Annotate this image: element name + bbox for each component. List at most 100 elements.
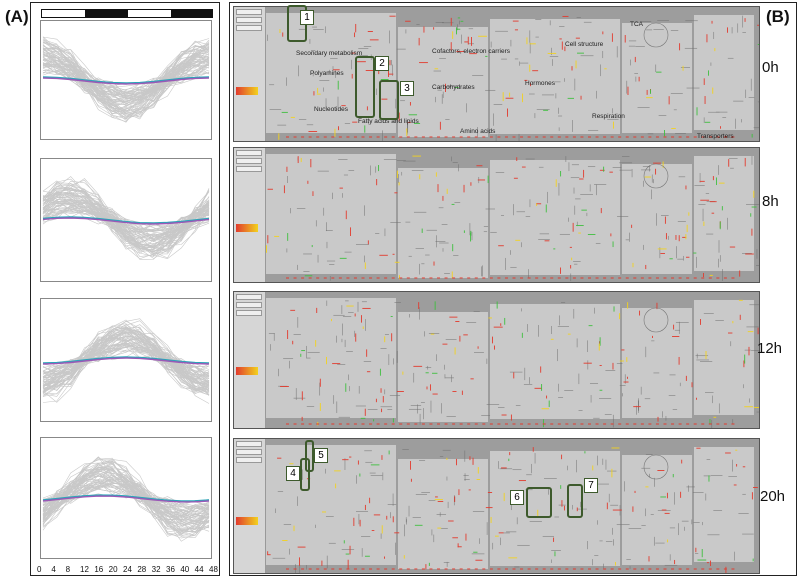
x-tick: 16 bbox=[94, 565, 104, 574]
expression-trace bbox=[42, 325, 210, 396]
time-label-0h: 0h bbox=[762, 59, 779, 76]
expression-trace bbox=[42, 56, 210, 101]
dark-period bbox=[85, 10, 128, 17]
expression-trace bbox=[42, 483, 210, 519]
x-tick: 28 bbox=[137, 565, 147, 574]
label-polyamines: Polyamines bbox=[310, 70, 344, 77]
expression-trace bbox=[42, 205, 210, 236]
pathway-block bbox=[694, 300, 754, 415]
expression-trace bbox=[42, 45, 210, 118]
dark-period bbox=[171, 10, 212, 17]
expression-trace bbox=[42, 481, 210, 516]
label-hormones: Hormones bbox=[525, 80, 555, 87]
pathway-block bbox=[622, 164, 692, 274]
callout-box-3 bbox=[379, 80, 399, 120]
x-tick: 8 bbox=[65, 565, 71, 574]
callout-number-4: 4 bbox=[286, 466, 300, 481]
expression-trace bbox=[42, 343, 210, 379]
x-tick: 24 bbox=[123, 565, 132, 574]
expression-trace bbox=[42, 36, 210, 120]
mean-trace bbox=[42, 494, 210, 502]
pathway-map-0h bbox=[233, 6, 760, 142]
label-carbohydrates: Carbohydrates bbox=[432, 84, 475, 91]
label-amino-acids: Amino acids bbox=[460, 128, 496, 135]
light-period bbox=[128, 10, 171, 17]
pathway-block bbox=[398, 459, 488, 569]
mean-trace bbox=[42, 357, 210, 365]
expression-trace bbox=[42, 191, 210, 248]
pathway-block bbox=[622, 455, 692, 565]
expression-trace bbox=[42, 335, 210, 379]
expression-trace bbox=[42, 194, 210, 252]
callout-number-3: 3 bbox=[400, 81, 414, 96]
expression-trace bbox=[42, 53, 210, 102]
mean-trace bbox=[42, 77, 210, 85]
label-fatty-acids: Fatty acids and lipids bbox=[358, 118, 419, 125]
expression-trace bbox=[42, 43, 210, 116]
expression-trace bbox=[42, 198, 210, 242]
expression-chart-2 bbox=[40, 158, 212, 282]
expression-trace bbox=[42, 48, 210, 115]
pathway-block bbox=[266, 445, 396, 565]
label-cofactors: Cofactors, electron carriers bbox=[432, 48, 511, 55]
panel-b-label: (B) bbox=[766, 7, 790, 26]
callout-number-5: 5 bbox=[314, 448, 328, 463]
expression-trace bbox=[42, 486, 210, 507]
callout-number-7: 7 bbox=[584, 478, 598, 493]
expression-trace bbox=[42, 55, 210, 114]
x-tick: 44 bbox=[194, 565, 204, 574]
pathway-block bbox=[694, 156, 754, 271]
mean-trace bbox=[42, 495, 210, 503]
expression-trace bbox=[42, 52, 210, 101]
expression-trace bbox=[42, 457, 210, 539]
pathway-block bbox=[266, 154, 396, 274]
pathway-block bbox=[622, 308, 692, 418]
x-tick: 36 bbox=[166, 565, 175, 574]
pathway-block bbox=[694, 15, 754, 130]
expression-trace bbox=[42, 460, 210, 532]
expression-trace bbox=[42, 192, 210, 247]
label-respiration: Respiration bbox=[592, 113, 625, 120]
expression-trace bbox=[42, 327, 210, 396]
mean-trace bbox=[42, 217, 210, 225]
expression-trace bbox=[42, 337, 210, 384]
expression-trace bbox=[42, 478, 210, 511]
expression-trace bbox=[42, 206, 210, 232]
pathway-map-8h bbox=[233, 147, 760, 283]
expression-trace bbox=[42, 56, 210, 113]
callout-number-1: 1 bbox=[300, 10, 314, 25]
callout-box-2 bbox=[355, 56, 375, 118]
expression-trace bbox=[42, 199, 210, 239]
pathway-map-12h bbox=[233, 291, 760, 429]
x-tick: 48 bbox=[209, 565, 218, 574]
expression-trace bbox=[42, 199, 210, 250]
expression-trace bbox=[42, 200, 210, 234]
label-transporters: Transporters bbox=[697, 133, 734, 140]
expression-trace bbox=[42, 344, 210, 378]
time-label-12h: 12h bbox=[757, 340, 783, 357]
mean-trace bbox=[42, 216, 210, 224]
panel-a-label: (A) bbox=[5, 7, 29, 26]
pathway-block bbox=[398, 312, 488, 422]
pathway-block bbox=[622, 23, 692, 133]
panel-b-frame bbox=[229, 2, 797, 576]
expression-trace bbox=[42, 50, 210, 104]
callout-box-7 bbox=[567, 484, 583, 518]
expression-trace bbox=[42, 477, 210, 518]
expression-trace bbox=[42, 342, 210, 381]
expression-trace bbox=[42, 324, 210, 394]
expression-trace bbox=[42, 199, 210, 241]
pathway-block bbox=[490, 19, 620, 134]
light-period bbox=[42, 10, 85, 17]
pathway-block bbox=[694, 447, 754, 562]
callout-box-5 bbox=[305, 440, 314, 472]
x-tick: 4 bbox=[51, 565, 56, 574]
expression-trace bbox=[42, 319, 210, 394]
x-tick: 0 bbox=[37, 565, 42, 574]
pathway-map-20h bbox=[233, 438, 760, 574]
expression-chart-1 bbox=[40, 20, 212, 140]
x-axis-ticks: 0 4 8 12 16 20 24 28 32 36 40 44 48 bbox=[34, 565, 218, 577]
expression-trace bbox=[42, 185, 210, 251]
expression-trace bbox=[42, 46, 210, 113]
light-dark-bar bbox=[41, 9, 213, 18]
